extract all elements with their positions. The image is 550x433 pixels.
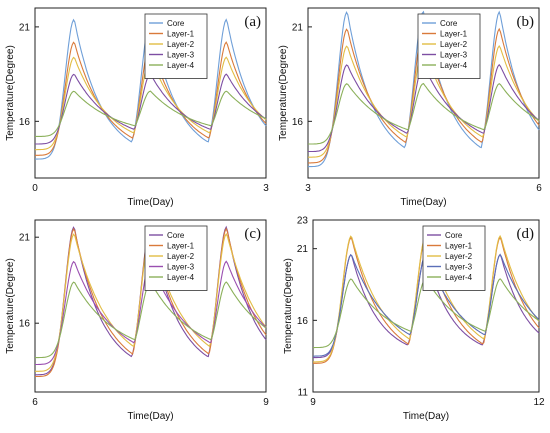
x-axis-title: Time(Day) <box>127 411 173 422</box>
y-tick-label: 21 <box>292 22 304 33</box>
series-line-core <box>307 10 540 168</box>
plot-area-frame <box>307 7 540 179</box>
legend-box <box>144 225 208 291</box>
legend-entry: Core <box>167 231 185 240</box>
series-line-layer-4 <box>308 82 540 145</box>
legend-entry: Layer-2 <box>167 252 195 261</box>
series-line-layer-4 <box>35 281 267 359</box>
chart-panel-1: 16 21 0 3 Time(Day) Temperature(Degree) Core La… <box>5 7 269 208</box>
y-tick-label: 16 <box>19 319 31 330</box>
y-tick-label: 21 <box>19 233 31 244</box>
series-line-layer-4 <box>35 90 267 137</box>
legend-entry: Layer-4 <box>167 273 195 282</box>
y-axis-title: Temperature(Degree) <box>283 258 294 354</box>
y-axis-title: Temperature(Degree) <box>5 258 16 354</box>
plot-area-frame <box>34 219 267 393</box>
panel-label: (c) <box>244 226 261 242</box>
x-tick-label: 9 <box>310 397 316 408</box>
legend-entry: Layer-2 <box>445 252 473 261</box>
y-tick-label: 21 <box>297 244 309 255</box>
legend-entry: Layer-4 <box>445 273 473 282</box>
legend-entry: Layer-2 <box>167 40 195 49</box>
legend-entry: Layer-4 <box>167 61 195 70</box>
panel-label: (d) <box>517 226 535 242</box>
chart-panel-3: 16 21 6 9 Time(Day) Temperature(Degree) Core La… <box>5 219 269 422</box>
chart-panel-2: 16 21 3 6 Time(Day) Temperature(Degree) Core La… <box>278 7 542 208</box>
x-tick-label: 3 <box>263 183 269 194</box>
x-tick-label: 3 <box>305 183 311 194</box>
legend-entry: Layer-1 <box>445 242 473 251</box>
y-tick-label: 16 <box>297 316 309 327</box>
y-axis-title: Temperature(Degree) <box>278 45 289 141</box>
series-line-layer-3 <box>35 73 267 145</box>
legend-box <box>422 225 486 291</box>
legend-entry: Core <box>167 19 185 28</box>
legend-entry: Core <box>445 231 463 240</box>
chart-panel-4: 11 16 21 23 9 12 Time(Day) Temperature(Degree) C… <box>283 216 545 423</box>
plot-area-frame <box>34 7 267 179</box>
legend-entry: Layer-1 <box>167 30 195 39</box>
legend-box <box>144 13 208 79</box>
y-tick-label: 16 <box>19 117 31 128</box>
plot-area-frame <box>312 219 540 393</box>
x-tick-label: 12 <box>533 397 545 408</box>
panel-label: (b) <box>517 14 535 30</box>
legend-entry: Layer-3 <box>445 263 473 272</box>
y-tick-label: 21 <box>19 22 31 33</box>
legend-entry: Layer-1 <box>440 30 468 39</box>
x-tick-label: 6 <box>32 397 38 408</box>
legend-entry: Core <box>440 19 458 28</box>
legend-entry: Layer-3 <box>167 51 195 60</box>
legend-entry: Layer-1 <box>167 242 195 251</box>
y-tick-label: 16 <box>292 117 304 128</box>
x-axis-title: Time(Day) <box>403 411 449 422</box>
y-tick-label: 11 <box>298 388 309 399</box>
legend-entry: Layer-2 <box>440 40 468 49</box>
y-axis-title: Temperature(Degree) <box>5 45 16 141</box>
x-tick-label: 6 <box>536 183 542 194</box>
legend-entry: Layer-3 <box>440 51 468 60</box>
y-tick-label: 23 <box>297 216 309 227</box>
panel-label: (a) <box>244 14 261 30</box>
x-tick-label: 9 <box>263 397 269 408</box>
x-tick-label: 0 <box>32 183 38 194</box>
x-axis-title: Time(Day) <box>400 197 446 208</box>
legend-entry: Layer-4 <box>440 61 468 70</box>
x-axis-title: Time(Day) <box>127 197 173 208</box>
legend-entry: Layer-3 <box>167 263 195 272</box>
legend-box <box>417 13 481 79</box>
